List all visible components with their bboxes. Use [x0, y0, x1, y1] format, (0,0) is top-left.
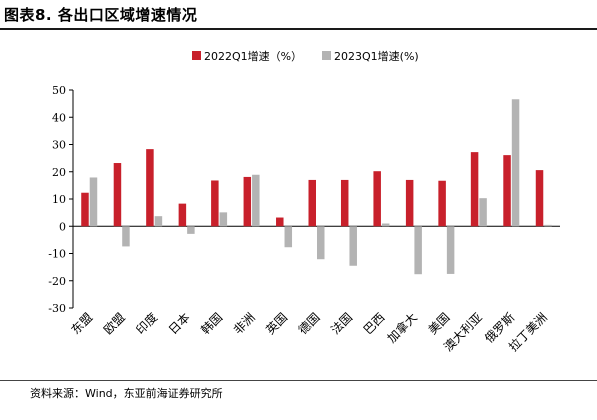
bar-2022q1	[503, 155, 511, 227]
bar-2022q1	[405, 179, 414, 227]
bar-2023q1	[414, 226, 422, 275]
bar-2023q1	[511, 99, 520, 227]
x-category-label: 非洲	[231, 310, 258, 337]
bar-2022q1	[146, 149, 154, 227]
x-category-label: 英国	[263, 310, 290, 337]
y-tick-label: -10	[48, 248, 66, 261]
bar-2023q1	[89, 177, 98, 227]
y-tick-label: 20	[52, 166, 66, 179]
y-tick-label: 40	[52, 111, 66, 124]
source-divider	[0, 380, 597, 381]
bar-2022q1	[276, 217, 284, 227]
y-tick-label: 50	[52, 84, 66, 97]
x-category-label: 德国	[295, 310, 323, 338]
bar-2022q1	[113, 163, 122, 227]
x-category-label: 东盟	[68, 310, 95, 337]
title-divider	[0, 28, 597, 30]
y-tick-label: 10	[52, 193, 66, 206]
bar-2023q1	[122, 226, 130, 247]
source-note: 资料来源：Wind，东亚前海证券研究所	[30, 387, 223, 400]
x-category-label: 巴西	[361, 310, 388, 337]
x-category-label: 加拿大	[384, 310, 420, 346]
bar-2022q1	[308, 179, 316, 227]
bar-2022q1	[81, 192, 89, 227]
y-tick-label: 0	[59, 220, 66, 233]
bar-2023q1	[187, 226, 195, 234]
legend-label: 2022Q1增速（%）	[204, 49, 302, 63]
y-tick-label: -20	[48, 275, 66, 288]
bar-2022q1	[438, 180, 446, 227]
bar-2022q1	[340, 179, 349, 227]
legend-label: 2023Q1增速(%)	[334, 49, 419, 63]
bar-2022q1	[535, 170, 544, 227]
bar-2023q1	[544, 224, 552, 227]
bar-2022q1	[178, 203, 187, 227]
legend-swatch	[322, 51, 331, 60]
y-tick-label: -30	[48, 302, 66, 315]
bar-2023q1	[446, 226, 455, 274]
x-category-label: 欧盟	[101, 310, 128, 337]
bar-chart: 2022Q1增速（%） 2023Q1增速(%) -30 -20 -10 0 10 20 30 40…	[48, 49, 560, 354]
bar-2023q1	[219, 212, 228, 227]
bar-2023q1	[284, 226, 293, 248]
x-category-label: 美国	[426, 310, 453, 337]
bar-2023q1	[154, 216, 163, 227]
x-category-label: 印度	[133, 310, 161, 338]
bar-2022q1	[470, 152, 479, 227]
bar-2023q1	[381, 223, 390, 227]
x-category-label: 法国	[328, 310, 355, 337]
bar-2022q1	[211, 180, 219, 227]
chart-title: 图表8. 各出口区域增速情况	[4, 6, 198, 24]
y-tick-label: 30	[52, 139, 66, 152]
x-category-label: 韩国	[198, 310, 226, 338]
bar-2022q1	[243, 176, 252, 227]
bar-2023q1	[252, 174, 260, 227]
bar-2023q1	[317, 226, 325, 260]
bar-2023q1	[479, 198, 487, 227]
legend-swatch	[192, 51, 201, 60]
bar-2022q1	[373, 171, 381, 227]
bar-2023q1	[349, 226, 357, 266]
x-category-label: 日本	[166, 310, 193, 337]
